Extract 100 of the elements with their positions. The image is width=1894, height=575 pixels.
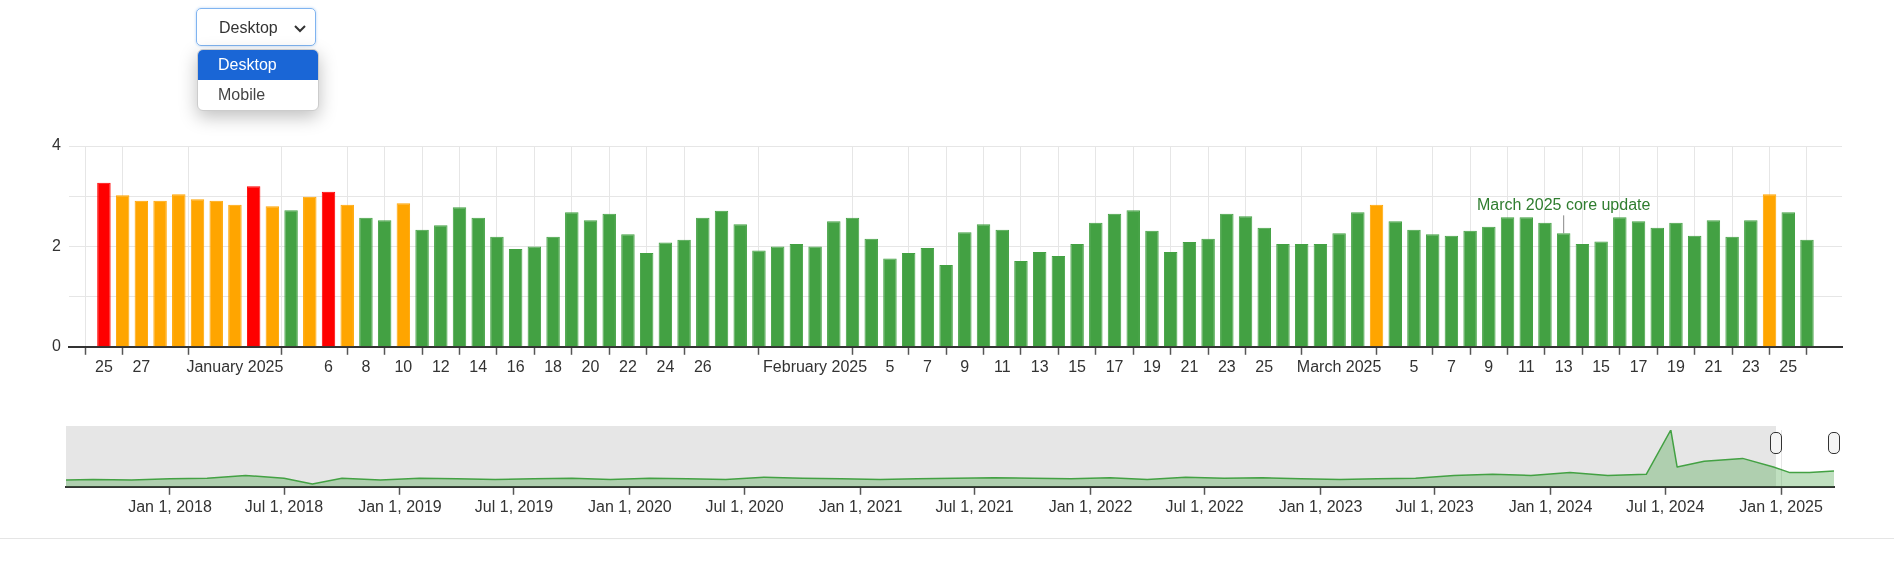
x-tick-label: 20 <box>581 357 600 375</box>
x-tick-label: Jul 1, 2021 <box>935 497 1014 515</box>
x-tick-label: 17 <box>1105 357 1124 375</box>
x-tick-label: 13 <box>1030 357 1049 375</box>
bar <box>396 203 411 347</box>
bar <box>1032 251 1047 347</box>
bar <box>789 243 804 347</box>
bar <box>1313 243 1328 347</box>
bar <box>190 199 205 347</box>
x-tick-label: 24 <box>656 357 675 375</box>
bar <box>1425 234 1440 347</box>
bar <box>1238 216 1253 347</box>
bar <box>677 239 691 347</box>
y-tick-label: 2 <box>51 236 61 254</box>
bar <box>1519 217 1533 347</box>
x-tick-label: Jan 1, 2021 <box>818 497 903 515</box>
bar <box>434 225 448 347</box>
bar <box>1556 233 1571 347</box>
bar <box>115 195 130 347</box>
bar <box>621 234 635 347</box>
x-tick-label: 19 <box>1667 357 1685 375</box>
x-tick-label: 11 <box>993 357 1011 375</box>
bar <box>284 210 298 347</box>
bar <box>1220 213 1234 347</box>
bar <box>490 236 504 347</box>
x-tick-label: 17 <box>1629 357 1648 375</box>
annotation: March 2025 core update <box>1476 195 1651 213</box>
bar <box>583 220 598 347</box>
bar <box>995 229 1009 347</box>
x-tick-label: 13 <box>1554 357 1573 375</box>
x-tick-label: 25 <box>1779 357 1798 375</box>
x-tick-label: 8 <box>361 357 371 375</box>
bar <box>415 229 429 347</box>
bar <box>1407 229 1421 347</box>
bar <box>602 213 616 347</box>
x-tick-label: Jan 1, 2019 <box>358 497 442 515</box>
bar <box>1388 221 1402 347</box>
bar <box>1163 251 1178 347</box>
bar <box>508 248 523 347</box>
bar <box>939 264 953 347</box>
x-tick-label: Jul 1, 2022 <box>1165 497 1244 515</box>
bar <box>97 182 111 347</box>
bar <box>714 210 729 347</box>
x-tick-label: 21 <box>1180 357 1199 375</box>
x-tick-label: 21 <box>1704 357 1723 375</box>
bar <box>1369 204 1384 347</box>
bar <box>265 206 280 347</box>
bar <box>1257 227 1271 347</box>
x-tick-label: 18 <box>544 357 563 375</box>
bar <box>1594 241 1608 347</box>
bar <box>845 217 860 347</box>
bar <box>1500 217 1515 347</box>
bar <box>1613 217 1627 347</box>
x-tick-label: 25 <box>95 357 113 375</box>
bar <box>527 246 542 347</box>
x-tick-label: Jan 1, 2022 <box>1048 497 1133 515</box>
bar <box>228 204 242 347</box>
bar <box>321 191 336 347</box>
x-tick-label: 23 <box>1741 357 1760 375</box>
x-tick-label: Jul 1, 2020 <box>705 497 784 515</box>
bar <box>901 252 916 347</box>
bar <box>377 220 392 347</box>
bar <box>1351 212 1365 347</box>
bar <box>1463 230 1477 347</box>
bar <box>340 204 354 347</box>
x-tick-label: March 2025 <box>1296 357 1382 375</box>
bar <box>808 246 822 347</box>
x-tick-label: Jan 1, 2018 <box>128 497 212 515</box>
text: Mobile <box>217 85 267 105</box>
x-tick-label: 10 <box>394 357 413 375</box>
x-tick-label: 16 <box>506 357 525 375</box>
bar <box>1014 260 1028 347</box>
bar <box>1800 239 1814 347</box>
x-tick-label: Jul 1, 2023 <box>1395 497 1474 515</box>
bar <box>1070 243 1084 347</box>
bar <box>958 232 972 347</box>
text: Desktop <box>219 19 278 37</box>
bar <box>864 238 878 347</box>
bar <box>246 186 261 347</box>
bar <box>565 212 579 347</box>
x-tick-label: 9 <box>1484 357 1494 375</box>
bar <box>172 194 186 347</box>
bar <box>1107 213 1122 347</box>
x-tick-label: Jul 1, 2024 <box>1626 497 1705 515</box>
x-tick-label: 15 <box>1068 357 1087 375</box>
x-tick-label: 7 <box>922 357 932 375</box>
bar <box>733 224 747 347</box>
bar <box>1538 222 1552 347</box>
bar <box>1182 241 1197 347</box>
bar <box>658 242 673 347</box>
bar <box>1575 243 1590 347</box>
x-tick-label: 14 <box>469 357 488 375</box>
bar <box>209 200 223 347</box>
bar <box>1332 233 1346 347</box>
bar <box>639 252 654 347</box>
x-tick-label: Jul 1, 2019 <box>474 497 554 515</box>
bar <box>1781 212 1795 347</box>
bar <box>1294 243 1309 347</box>
x-tick-label: Jul 1, 2018 <box>244 497 324 515</box>
x-tick-label: Jan 1, 2020 <box>588 497 672 515</box>
